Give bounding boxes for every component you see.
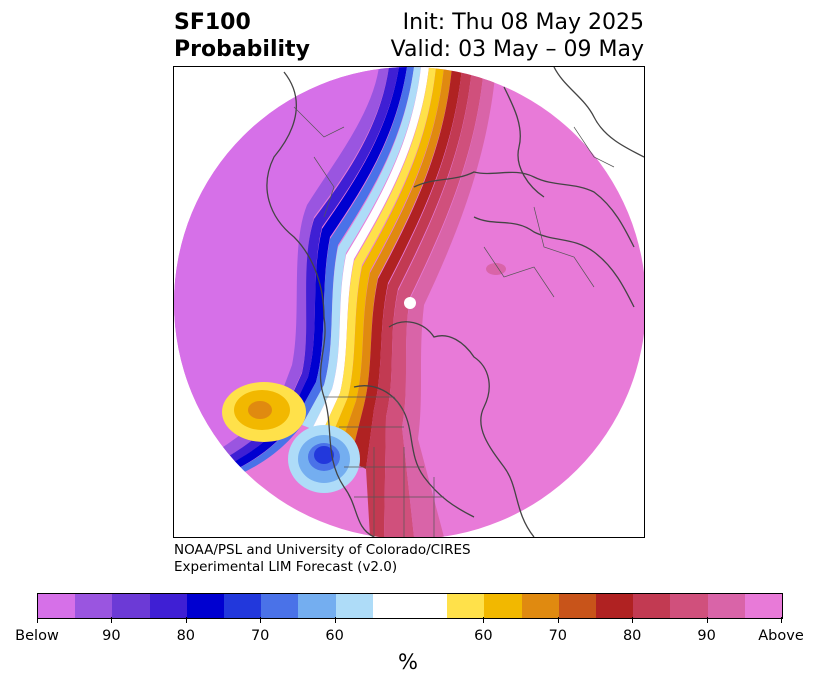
init-date: Init: Thu 08 May 2025 [402, 10, 644, 35]
colorbar-swatch [372, 594, 411, 618]
credit-line1: NOAA/PSL and University of Colorado/CIRE… [174, 542, 471, 558]
colorbar-tick [557, 617, 559, 623]
valid-range: Valid: 03 May – 09 May [390, 37, 644, 62]
colorbar-swatch [186, 594, 225, 618]
colorbar-swatch [447, 594, 485, 618]
colorbar-swatch [298, 594, 336, 618]
colorbar-swatch [596, 594, 634, 618]
colorbar-swatch [707, 594, 745, 618]
colorbar-unit: % [398, 650, 418, 674]
colorbar-ticks [37, 617, 783, 625]
colorbar-tick-label: Above [758, 628, 804, 644]
forecast-dates: Init: Thu 08 May 2025 Valid: 03 May – 09… [391, 9, 644, 63]
map-title: SF100 Probability [174, 9, 310, 63]
colorbar-tick-label: 70 [548, 628, 568, 644]
colorbar-tick [781, 617, 782, 623]
colorbar-swatch [335, 594, 373, 618]
colorbar-tick-label: 60 [474, 628, 493, 644]
political-borders [293, 106, 615, 537]
colorbar-tick [111, 617, 113, 623]
colorbar-swatch [149, 594, 187, 618]
colorbar-swatch [75, 594, 113, 618]
colorbar-swatch [38, 594, 76, 618]
north-pole-marker [404, 297, 416, 309]
credit-text: NOAA/PSL and University of Colorado/CIRE… [174, 542, 471, 576]
colorbar-swatch [633, 594, 671, 618]
colorbar [37, 593, 783, 619]
forecast-disk [174, 67, 644, 537]
colorbar-swatch [224, 594, 262, 618]
coastlines [266, 67, 644, 537]
colorbar-tick [706, 617, 708, 623]
credit-line2: Experimental LIM Forecast (v2.0) [174, 559, 398, 575]
colorbar-swatch [521, 594, 559, 618]
colorbar-swatch [112, 594, 150, 618]
title-line1: SF100 [174, 10, 251, 35]
colorbar-tick [632, 617, 634, 623]
colorbar-tick-label: 90 [102, 628, 121, 644]
colorbar-tick [483, 617, 485, 623]
colorbar-swatch [558, 594, 597, 618]
colorbar-tick [185, 617, 187, 623]
colorbar-swatch [484, 594, 522, 618]
probability-map [174, 67, 644, 537]
colorbar-swatch [261, 594, 299, 618]
colorbar-swatch [744, 594, 783, 618]
colorbar-tick-label: Below [15, 628, 59, 644]
colorbar-tick-label: 90 [697, 628, 716, 644]
title-line2: Probability [174, 37, 310, 62]
colorbar-tick [334, 617, 336, 623]
colorbar-tick-label: 80 [176, 628, 196, 644]
colorbar-tick-label: 60 [325, 628, 344, 644]
map-panel [173, 66, 645, 538]
colorbar-swatch [670, 594, 708, 618]
colorbar-tick-label: 80 [622, 628, 642, 644]
colorbar-tick [260, 617, 262, 623]
colorbar-tick-label: 70 [250, 628, 270, 644]
colorbar-swatch [410, 594, 448, 618]
colorbar-tick [37, 617, 38, 623]
